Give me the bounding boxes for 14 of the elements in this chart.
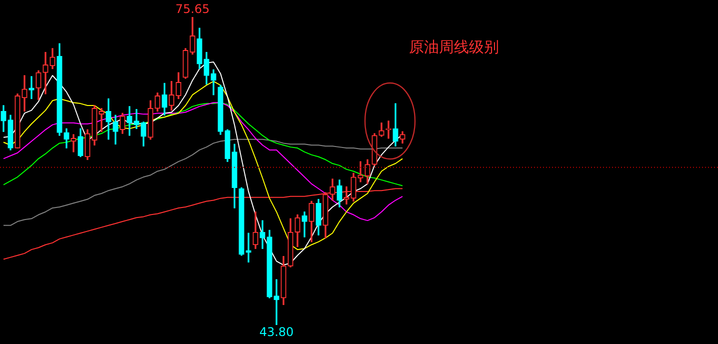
candlestick — [246, 232, 252, 262]
candlestick — [28, 76, 34, 100]
annotation: 75.65 — [175, 2, 210, 16]
candlestick — [358, 161, 364, 182]
candlestick — [42, 52, 48, 94]
candlestick — [70, 134, 76, 152]
candlestick — [260, 220, 266, 249]
annotation: 43.80 — [259, 325, 294, 340]
candlestick — [274, 279, 280, 325]
candlestick — [98, 108, 104, 132]
candlestick — [302, 212, 308, 238]
text: 原油周线级别 — [409, 38, 499, 57]
candlestick — [126, 106, 132, 136]
candlestick — [134, 109, 140, 130]
